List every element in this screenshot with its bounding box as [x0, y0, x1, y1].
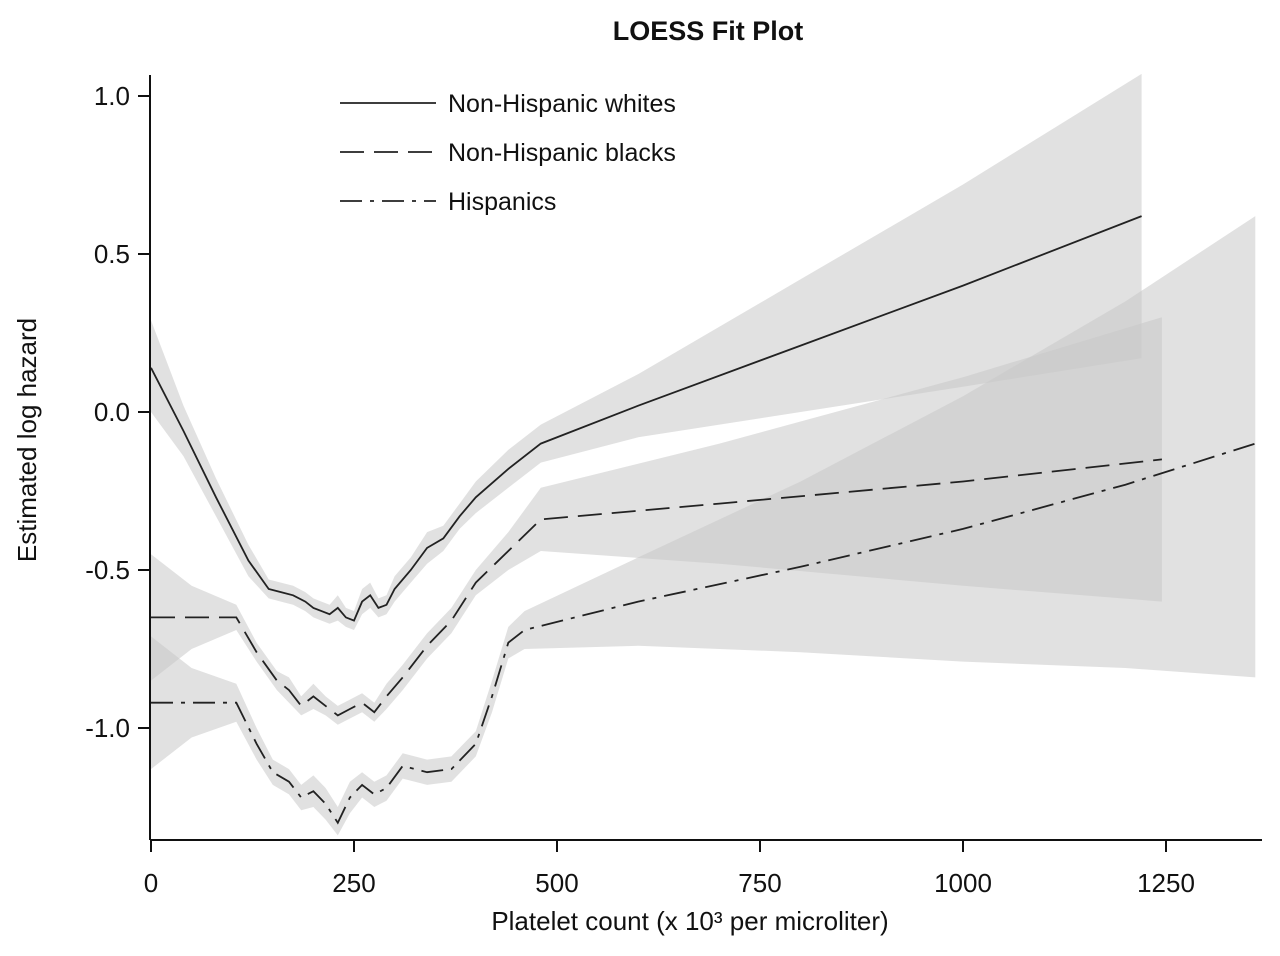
legend-item-non-hispanic-blacks: Non-Hispanic blacks [340, 139, 676, 167]
x-tick-label: 250 [332, 868, 375, 898]
chart-title: LOESS Fit Plot [613, 16, 804, 46]
y-tick-label: 0.5 [94, 239, 130, 269]
x-tick-label: 750 [738, 868, 781, 898]
legend-label: Hispanics [448, 188, 556, 216]
y-ticks: 1.0 0.5 0.0 -0.5 -1.0 [85, 81, 150, 743]
legend-label: Non-Hispanic whites [448, 90, 676, 118]
x-ticks: 0 250 500 750 1000 1250 [144, 840, 1195, 898]
y-tick-label: -0.5 [85, 555, 130, 585]
y-tick-label: 0.0 [94, 397, 130, 427]
ci-band-non-hispanic-blacks [151, 317, 1162, 725]
legend-item-hispanics: Hispanics [340, 188, 556, 216]
confidence-bands [151, 73, 1256, 836]
y-axis-label: Estimated log hazard [12, 318, 42, 562]
legend-label: Non-Hispanic blacks [448, 139, 676, 167]
x-axis-label: Platelet count (x 10³ per microliter) [491, 906, 888, 936]
legend-item-non-hispanic-whites: Non-Hispanic whites [340, 90, 676, 118]
x-tick-label: 1000 [934, 868, 992, 898]
y-tick-label: 1.0 [94, 81, 130, 111]
y-tick-label: -1.0 [85, 713, 130, 743]
ci-band-hispanics [151, 216, 1256, 836]
series-line-non-hispanic-blacks [151, 458, 1162, 717]
x-tick-label: 500 [535, 868, 578, 898]
series-line-non-hispanic-whites [150, 215, 1142, 622]
series-line-hispanics [151, 442, 1256, 825]
ci-band-non-hispanic-whites [151, 73, 1142, 630]
legend: Non-Hispanic whites Non-Hispanic blacks Hi… [340, 90, 676, 216]
x-tick-label: 0 [144, 868, 158, 898]
series-lines [150, 215, 1256, 825]
x-tick-label: 1250 [1137, 868, 1195, 898]
